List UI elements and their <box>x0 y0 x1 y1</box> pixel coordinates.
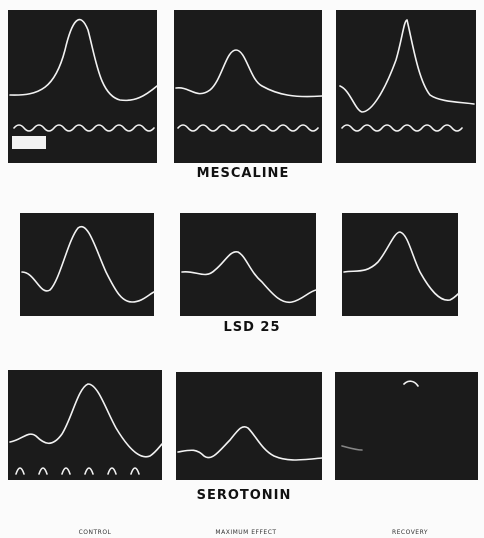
column-label: CONTROL <box>79 529 112 536</box>
mescaline-row: MESCALINE <box>8 10 476 181</box>
column-label: MAXIMUM EFFECT <box>215 529 276 536</box>
panel <box>176 372 322 480</box>
panel <box>174 10 322 163</box>
figure: MESCALINE LSD 25 SEROTONIN CONTROL MAXIM… <box>0 0 484 538</box>
lsd-row: LSD 25 <box>20 213 458 335</box>
row-label: SEROTONIN <box>197 488 292 503</box>
page: MESCALINE LSD 25 SEROTONIN CONTROL MAXIM… <box>0 0 484 538</box>
row-label: LSD 25 <box>223 320 280 335</box>
calibration-block <box>12 136 46 149</box>
panel <box>20 213 154 316</box>
panel <box>336 10 476 163</box>
panel <box>342 213 458 316</box>
serotonin-row: SEROTONIN <box>8 370 478 503</box>
panel <box>335 372 478 480</box>
column-label: RECOVERY <box>392 529 428 536</box>
row-label: MESCALINE <box>197 166 290 181</box>
